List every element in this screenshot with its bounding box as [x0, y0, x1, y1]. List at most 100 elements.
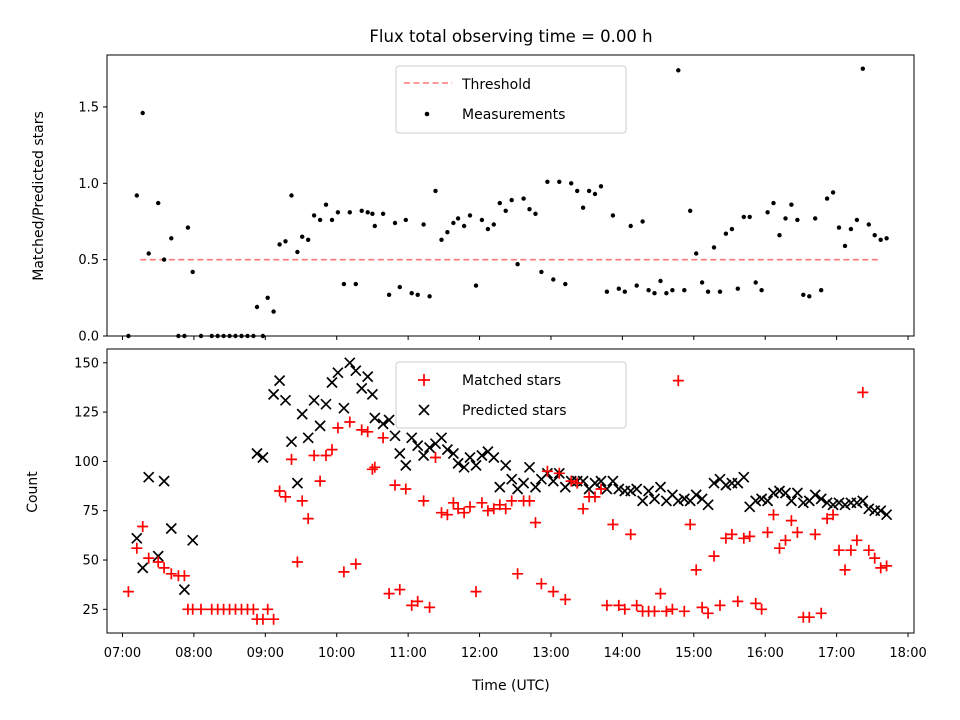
matched-star-point [774, 542, 785, 554]
matched-star-point [571, 477, 583, 489]
measurement-point [759, 288, 764, 293]
matched-star-point [833, 544, 845, 556]
matched-star-point [762, 526, 774, 538]
predicted-star-point [636, 495, 649, 507]
predicted-star-point [377, 418, 389, 430]
matched-star-point [696, 601, 708, 613]
measurement-point [521, 196, 526, 201]
measurement-point [789, 202, 794, 207]
predicted-star-point [839, 499, 851, 511]
measurement-point [386, 292, 392, 297]
predicted-legend-swatch [418, 404, 430, 416]
matched-star-point [424, 601, 436, 613]
measurement-point [854, 217, 860, 223]
top-chart-frame [106, 54, 915, 337]
measurement-point [370, 211, 375, 216]
measurement-point [777, 233, 782, 238]
predicted-star-point [547, 475, 559, 487]
measurement-point [515, 262, 520, 267]
predicted-star-point [494, 481, 506, 493]
predicted-star-point [791, 487, 804, 499]
predicted-star-point [187, 534, 199, 546]
matched-star-point [488, 503, 500, 515]
measurement-point [185, 225, 191, 230]
measurement-point [295, 249, 300, 255]
matched-star-point [827, 509, 839, 521]
matched-star-point [666, 603, 678, 615]
matched-star-point [530, 517, 541, 529]
matched-star-point [809, 528, 821, 540]
measurement-point [365, 210, 370, 215]
predicted-star-point [344, 357, 356, 369]
predicted-star-point [672, 495, 684, 507]
matched-star-point [738, 532, 750, 544]
matched-star-point [655, 588, 666, 600]
predicted-star-point [761, 495, 774, 507]
matched-star-point [362, 426, 374, 438]
measurement-point [146, 251, 151, 256]
bottom-legend: Matched stars Predicted stars [395, 361, 627, 429]
measurement-point [277, 242, 282, 247]
predicted-star-point [690, 489, 702, 501]
top-ytick-label: 1.0 [78, 177, 99, 192]
matched-star-point [649, 605, 660, 617]
matched-star-point [589, 491, 601, 503]
predicted-star-point [362, 370, 374, 383]
measurement-point [682, 288, 687, 293]
measurement-point [747, 214, 752, 220]
measurement-point [415, 292, 420, 297]
bottom-xtick-label: 17:00 [818, 646, 855, 661]
predicted-star-point [529, 481, 542, 493]
measurement-point [461, 223, 467, 229]
matched-star-point [863, 544, 875, 556]
bottom-xtick-label: 12:00 [461, 646, 498, 661]
predicted-star-point [332, 367, 344, 379]
top-chart-ticks: 0.0 0.5 1.0 1.5 [78, 100, 909, 345]
bottom-chart-ylabel: Count [25, 471, 41, 513]
bottom-ytick-label: 125 [74, 406, 99, 421]
measurement-point [134, 193, 139, 198]
measurement-point [658, 278, 663, 284]
matched-star-point [500, 503, 512, 515]
matched-star-point [447, 497, 459, 509]
predicted-star-point [143, 471, 155, 483]
bottom-xtick-label: 09:00 [247, 646, 284, 661]
predicted-star-point [267, 388, 280, 401]
measurement-point [497, 200, 502, 206]
matched-star-point [726, 528, 738, 540]
matched-star-point [143, 552, 155, 564]
predicted-star-point [488, 451, 500, 464]
matched-star-point [714, 599, 726, 611]
matched-star-point [821, 513, 833, 525]
predicted-star-point [797, 497, 809, 509]
predicted-star-point [577, 475, 589, 487]
matched-star-point [338, 566, 350, 578]
matched-star-point [839, 564, 851, 576]
measurement-point [801, 292, 806, 297]
predicted-star-point [350, 365, 362, 377]
measurement-point [329, 217, 335, 223]
matched-star-point [613, 599, 625, 611]
matched-star-point [702, 607, 714, 619]
top-ytick-label: 1.5 [78, 100, 99, 115]
predicted-star-point [476, 449, 488, 462]
predicted-star-point [257, 451, 269, 464]
predicted-star-point [648, 493, 661, 505]
matched-star-point [165, 568, 177, 580]
measurement-point [604, 289, 610, 294]
measurement-point [491, 222, 496, 227]
predicted-star-point [827, 499, 839, 511]
predicted-star-point [523, 461, 536, 473]
matched-star-point [744, 530, 756, 542]
measurement-point [451, 220, 456, 226]
bottom-xtick-label: 11:00 [389, 646, 426, 661]
measurement-point [634, 283, 639, 288]
predicted-star-point [857, 495, 869, 507]
bottom-ytick-label: 50 [82, 554, 99, 569]
matched-star-point [320, 450, 332, 461]
top-legend-box [395, 65, 627, 134]
matched-star-point [672, 375, 684, 387]
measurement-point [580, 205, 586, 210]
measurement-point [640, 219, 645, 224]
predicted-star-point [158, 475, 170, 487]
